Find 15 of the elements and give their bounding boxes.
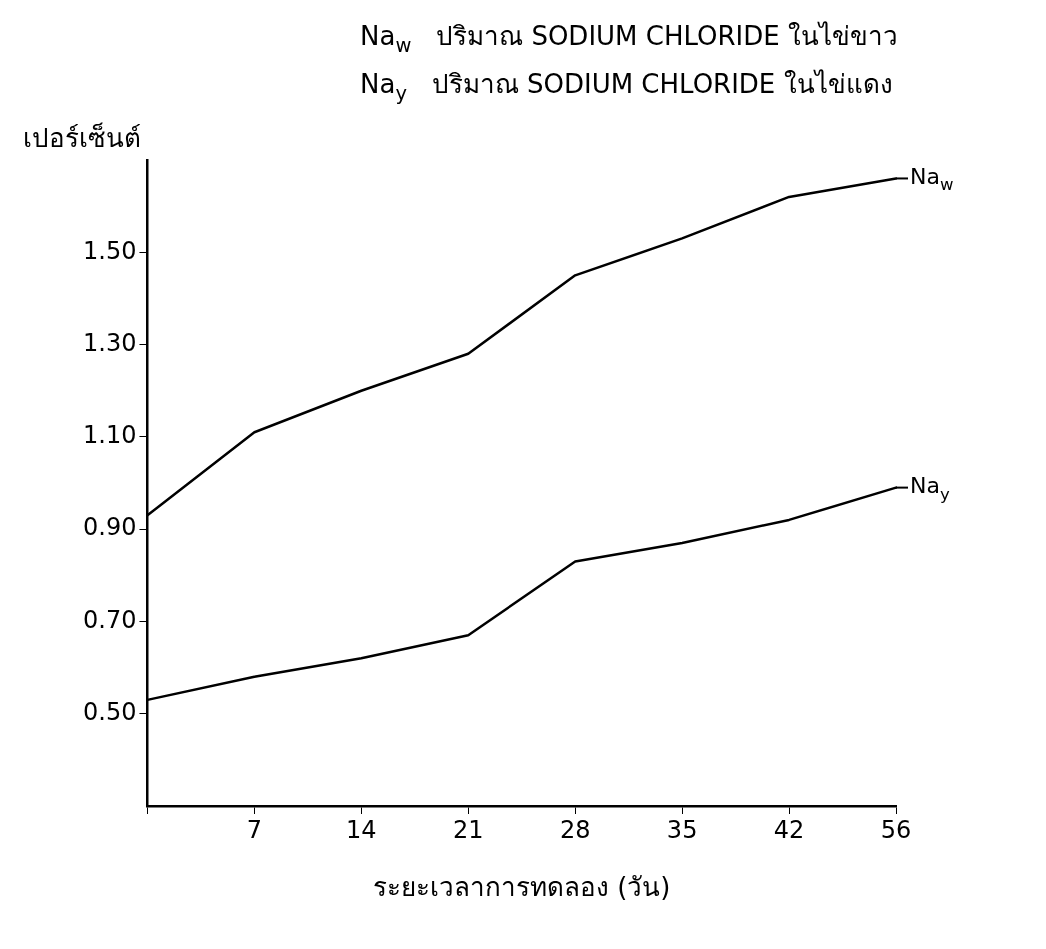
x-tick-label: 28 [559, 815, 591, 844]
y-tick-label: 1.50 [83, 236, 137, 265]
y-tick-label: 1.30 [83, 328, 137, 357]
y-tick-label: 0.70 [83, 605, 137, 634]
x-tick-label: 21 [452, 815, 484, 844]
x-tick-label: 42 [773, 815, 805, 844]
y-tick-label: 1.10 [83, 421, 137, 450]
x-tick-label: 7 [246, 815, 263, 844]
y-tick-label: 0.50 [83, 697, 137, 726]
y-tick-label: 0.90 [83, 513, 137, 542]
x-tick-label: 56 [880, 815, 912, 844]
y-axis-title: เปอร์เซ็นต์ [23, 121, 142, 153]
x-axis-title: ระยะเวลาการทดลอง (วัน) [372, 872, 671, 903]
x-tick-label: 35 [666, 815, 698, 844]
x-tick-label: 14 [346, 815, 377, 844]
